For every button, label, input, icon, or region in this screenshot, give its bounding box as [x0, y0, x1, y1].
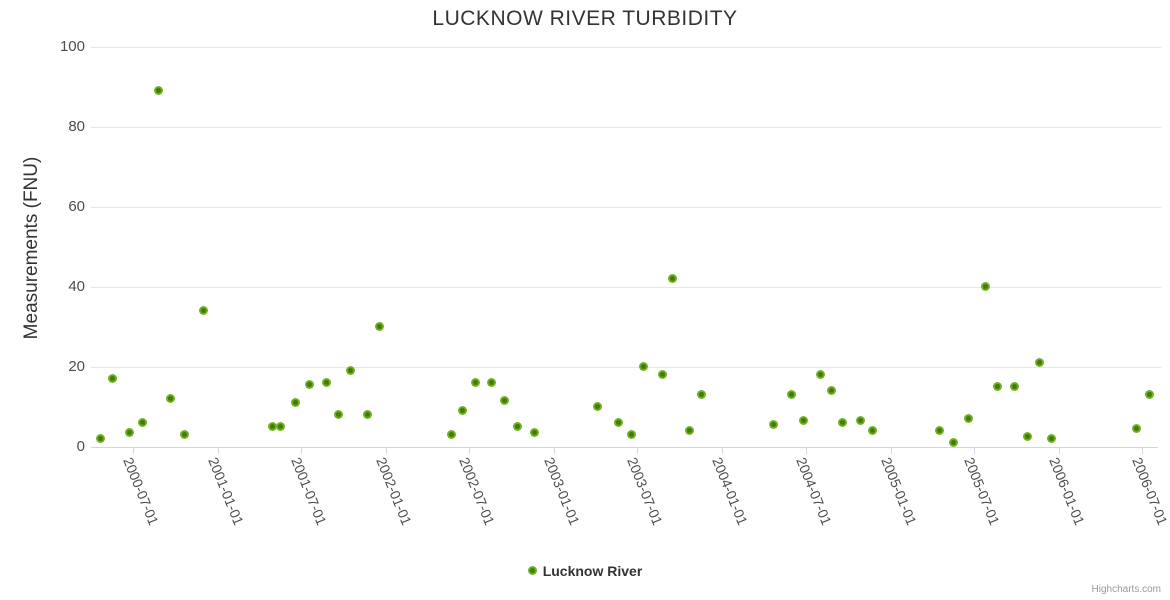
- data-point[interactable]: [786, 390, 796, 400]
- data-point[interactable]: [374, 322, 384, 332]
- data-point[interactable]: [95, 434, 105, 444]
- data-point[interactable]: [815, 370, 825, 380]
- x-axis-tick-label: 2002-01-01: [373, 455, 415, 528]
- data-point[interactable]: [291, 398, 301, 408]
- data-point[interactable]: [268, 422, 278, 432]
- data-point[interactable]: [826, 386, 836, 396]
- y-axis-tick-label: 40: [68, 277, 85, 295]
- data-point[interactable]: [362, 410, 372, 420]
- y-axis-tick-label: 100: [59, 37, 85, 55]
- x-axis-tick: [218, 448, 220, 454]
- x-axis-tick: [386, 448, 388, 454]
- x-axis-tick-label: 2006-07-01: [1129, 455, 1170, 528]
- y-gridline: [91, 286, 1161, 288]
- y-gridline: [91, 206, 1161, 208]
- series-marker-icon: [527, 566, 537, 575]
- y-axis-tick-label: 0: [76, 438, 85, 455]
- x-axis-tick-label: 2006-01-01: [1045, 455, 1088, 528]
- data-point[interactable]: [1144, 390, 1154, 400]
- x-axis-line: [91, 447, 1158, 448]
- x-axis-tick: [805, 448, 807, 454]
- x-axis-tick: [469, 448, 471, 454]
- data-point[interactable]: [1034, 358, 1044, 368]
- data-point[interactable]: [179, 430, 189, 440]
- data-point[interactable]: [124, 428, 134, 438]
- data-point[interactable]: [471, 378, 481, 388]
- data-point[interactable]: [658, 370, 668, 380]
- x-axis-tick-label: 2004-07-01: [793, 455, 835, 528]
- data-point[interactable]: [333, 410, 343, 420]
- data-point[interactable]: [838, 418, 848, 428]
- data-point[interactable]: [668, 274, 678, 284]
- data-point[interactable]: [321, 378, 331, 388]
- data-point[interactable]: [626, 430, 636, 440]
- data-point[interactable]: [948, 438, 958, 448]
- data-point[interactable]: [304, 380, 314, 390]
- data-point[interactable]: [1047, 434, 1057, 444]
- x-axis-tick: [637, 448, 639, 454]
- x-axis-tick-label: 2001-01-01: [205, 455, 247, 528]
- x-axis-tick-label: 2005-01-01: [877, 455, 920, 528]
- data-point[interactable]: [768, 420, 778, 430]
- data-point[interactable]: [614, 418, 624, 428]
- y-axis-tick-label: 60: [68, 197, 85, 215]
- data-point[interactable]: [198, 306, 208, 316]
- x-axis-tick-label: 2001-07-01: [288, 455, 331, 528]
- x-axis-tick-label: 2004-01-01: [709, 455, 752, 528]
- data-point[interactable]: [458, 406, 468, 416]
- x-axis-tick-label: 2003-07-01: [624, 455, 667, 528]
- data-point[interactable]: [855, 416, 865, 426]
- data-point[interactable]: [593, 402, 603, 412]
- data-point[interactable]: [684, 426, 694, 436]
- data-point[interactable]: [993, 382, 1003, 392]
- data-point[interactable]: [1010, 382, 1020, 392]
- x-axis-tick: [554, 448, 556, 454]
- data-point[interactable]: [696, 390, 706, 400]
- y-axis-tick-label: 20: [68, 357, 85, 375]
- data-point[interactable]: [108, 374, 118, 384]
- data-point[interactable]: [153, 86, 163, 96]
- data-point[interactable]: [166, 394, 176, 404]
- x-axis-tick-label: 2002-07-01: [456, 455, 499, 528]
- data-point[interactable]: [867, 426, 877, 436]
- legend-item-lucknow-river[interactable]: Lucknow River: [527, 562, 643, 579]
- data-point[interactable]: [486, 378, 496, 388]
- legend-label: Lucknow River: [542, 562, 643, 579]
- x-axis-tick: [974, 448, 975, 454]
- data-point[interactable]: [935, 426, 945, 436]
- data-point[interactable]: [638, 362, 648, 372]
- x-axis-tick: [301, 448, 303, 454]
- chart-title: LUCKNOW RIVER TURBIDITY: [432, 7, 738, 30]
- data-point[interactable]: [963, 414, 973, 424]
- x-axis-tick-label: 2005-07-01: [961, 455, 1003, 528]
- x-axis-tick: [890, 448, 892, 454]
- x-axis-tick: [1058, 448, 1060, 454]
- y-axis-title: Measurements (FNU): [21, 156, 42, 340]
- highcharts-credits-link[interactable]: Highcharts.com: [1091, 584, 1161, 595]
- y-axis-tick-label: 80: [68, 117, 85, 135]
- x-axis-tick: [722, 448, 724, 454]
- y-gridline: [91, 366, 1161, 368]
- data-point[interactable]: [799, 416, 809, 426]
- legend: Lucknow River: [0, 562, 1170, 580]
- data-point[interactable]: [1023, 432, 1033, 442]
- data-point[interactable]: [447, 430, 457, 440]
- x-axis-tick-label: 2003-01-01: [541, 455, 583, 528]
- data-point[interactable]: [980, 282, 990, 292]
- data-point[interactable]: [499, 396, 509, 406]
- data-point[interactable]: [346, 366, 356, 376]
- data-point[interactable]: [530, 428, 540, 438]
- x-axis-tick: [1142, 448, 1144, 454]
- y-gridline: [91, 126, 1161, 128]
- data-point[interactable]: [513, 422, 523, 432]
- y-gridline: [91, 46, 1161, 48]
- data-point[interactable]: [137, 418, 147, 428]
- x-axis-tick: [133, 448, 135, 454]
- data-point[interactable]: [275, 422, 285, 432]
- x-axis-tick-label: 2000-07-01: [120, 455, 163, 528]
- data-point[interactable]: [1131, 424, 1141, 434]
